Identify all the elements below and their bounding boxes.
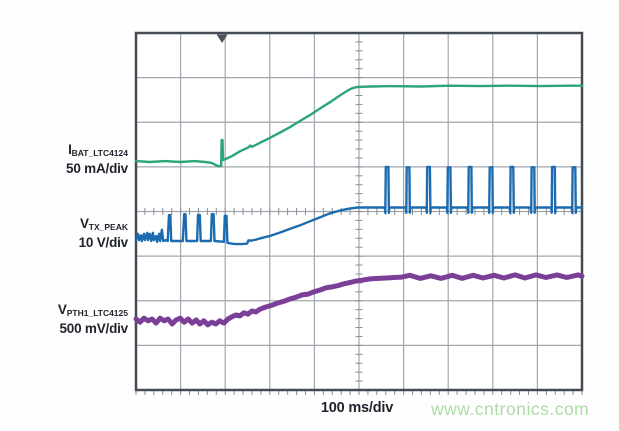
channel1-scale: 50 mA/div <box>66 161 128 176</box>
watermark-text: www.cntronics.com <box>431 399 590 419</box>
channel3-name: VPTH1_LTC4125 <box>57 302 128 318</box>
time-per-div-label: 100 ms/div <box>320 400 394 416</box>
channel3-scale: 500 mV/div <box>59 321 128 336</box>
channel2-scale: 10 V/div <box>78 235 129 250</box>
channel2-label: VTX_PEAK 10 V/div <box>78 216 129 250</box>
channel3-label: VPTH1_LTC4125 500 mV/div <box>58 302 128 336</box>
channel1-name: IBAT_LTC4124 <box>68 142 128 158</box>
channel2-name: VTX_PEAK <box>79 216 128 232</box>
channel1-label: IBAT_LTC4124 50 mA/div <box>66 142 128 176</box>
